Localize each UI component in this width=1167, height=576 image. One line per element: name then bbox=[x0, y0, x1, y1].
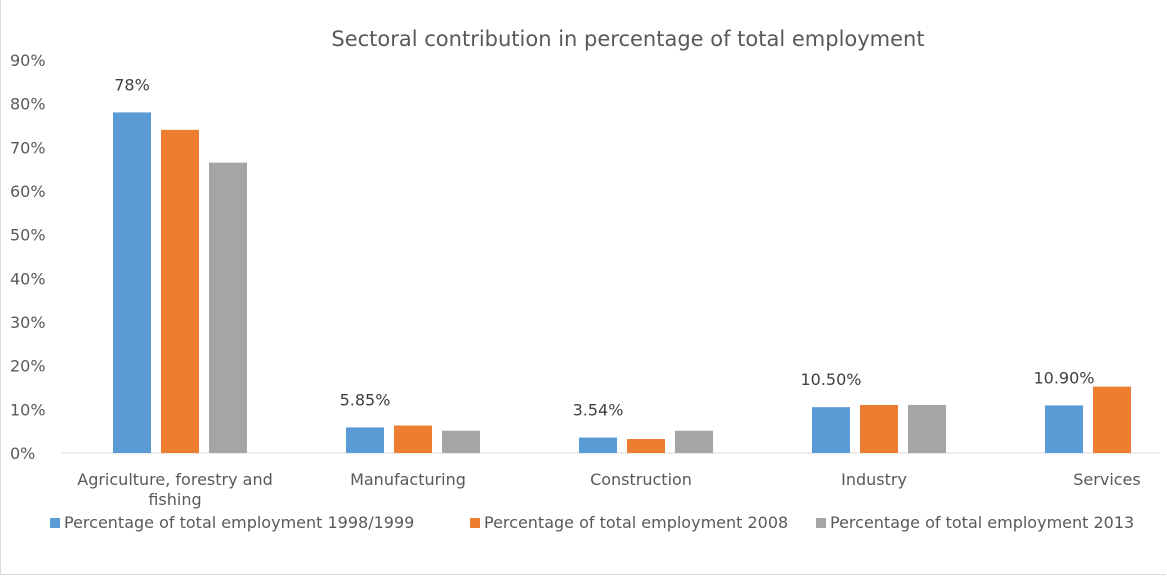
y-tick-label: 90% bbox=[10, 51, 46, 70]
x-tick-label: Manufacturing bbox=[350, 470, 466, 489]
data-label: 10.50% bbox=[800, 370, 861, 389]
y-tick-label: 30% bbox=[10, 313, 46, 332]
x-tick-label: Construction bbox=[590, 470, 692, 489]
bar bbox=[394, 425, 432, 453]
legend-swatch bbox=[50, 518, 60, 528]
chart-title: Sectoral contribution in percentage of t… bbox=[331, 27, 924, 51]
y-tick-label: 0% bbox=[10, 444, 35, 463]
y-tick-label: 40% bbox=[10, 269, 46, 288]
bar bbox=[675, 430, 713, 453]
bar bbox=[442, 430, 480, 453]
y-tick-label: 10% bbox=[10, 400, 46, 419]
bar bbox=[113, 112, 151, 454]
bars bbox=[113, 112, 1131, 454]
legend-label: Percentage of total employment 1998/1999 bbox=[64, 513, 414, 532]
legend-label: Percentage of total employment 2008 bbox=[484, 513, 788, 532]
bar bbox=[1045, 405, 1083, 453]
y-tick-label: 50% bbox=[10, 226, 46, 245]
data-label: 78% bbox=[114, 75, 150, 94]
data-label: 10.90% bbox=[1033, 368, 1094, 387]
data-labels: 78% 5.85% 3.54% 10.50% 10.90% bbox=[114, 75, 1094, 419]
bar bbox=[908, 404, 946, 453]
legend: Percentage of total employment 1998/1999… bbox=[50, 513, 1134, 532]
bar bbox=[812, 407, 850, 453]
x-axis: Agriculture, forestry and fishing Manufact… bbox=[62, 452, 1160, 509]
x-tick-label: Agriculture, forestry and fishing bbox=[77, 470, 273, 509]
y-axis: 0% 10% 20% 30% 40% 50% 60% 70% 80% 90% bbox=[10, 51, 46, 463]
x-tick-label: Industry bbox=[841, 470, 907, 489]
bar bbox=[346, 427, 384, 453]
bar bbox=[209, 162, 247, 453]
bar bbox=[1093, 386, 1131, 453]
data-label: 5.85% bbox=[340, 390, 391, 409]
bar bbox=[860, 404, 898, 453]
y-tick-label: 80% bbox=[10, 95, 46, 114]
bar bbox=[161, 129, 199, 453]
y-tick-label: 20% bbox=[10, 357, 46, 376]
legend-label: Percentage of total employment 2013 bbox=[830, 513, 1134, 532]
y-tick-label: 70% bbox=[10, 138, 46, 157]
y-tick-label: 60% bbox=[10, 182, 46, 201]
legend-swatch bbox=[816, 518, 826, 528]
legend-swatch bbox=[470, 518, 480, 528]
bar bbox=[627, 439, 665, 453]
bar bbox=[579, 437, 617, 453]
data-label: 3.54% bbox=[573, 401, 624, 420]
x-tick-label: Services bbox=[1073, 470, 1140, 489]
